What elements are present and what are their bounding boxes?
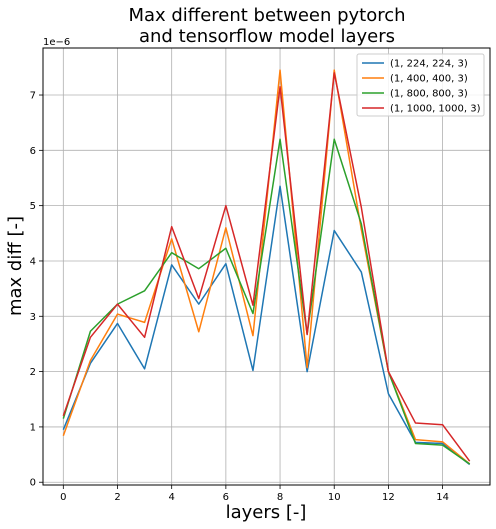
x-tick-label-5: 10: [328, 492, 341, 503]
y-offset-label: 1e−6: [43, 37, 70, 48]
y-tick-label-2: 2: [30, 367, 36, 378]
y-axis: 0 1 2 3 4 5 6 7: [30, 91, 43, 489]
legend-box: [356, 53, 485, 117]
series-line-0: [62, 185, 471, 466]
x-tick-label-1: 2: [114, 492, 120, 503]
series-line-2: [62, 138, 471, 465]
x-axis: 0 2 4 6 8 10 12 14: [60, 485, 449, 503]
x-tick-label-6: 12: [382, 492, 395, 503]
x-tick-label-0: 0: [60, 492, 66, 503]
chart-title-line-2: and tensorflow model layers: [139, 26, 395, 47]
y-tick-label-3: 3: [30, 312, 36, 323]
legend-label-0: (1, 224, 224, 3): [390, 59, 468, 70]
chart-title-line-1: Max different between pytorch: [128, 5, 405, 26]
y-tick-label-6: 6: [30, 146, 36, 157]
x-axis-label: layers [-]: [226, 502, 307, 523]
y-tick-label-1: 1: [30, 422, 36, 433]
x-tick-label-2: 4: [168, 492, 174, 503]
plot-area-frame: [42, 47, 491, 486]
x-tick-label-7: 14: [436, 492, 449, 503]
y-axis-label: max diff [-]: [5, 216, 26, 316]
series-lines: [62, 69, 471, 466]
y-tick-label-4: 4: [30, 256, 36, 267]
x-tick-label-4: 8: [277, 492, 283, 503]
legend: (1, 224, 224, 3) (1, 400, 400, 3) (1, 800,…: [356, 53, 485, 117]
x-tick-label-3: 6: [223, 492, 229, 503]
y-tick-label-5: 5: [30, 201, 36, 212]
legend-label-2: (1, 800, 800, 3): [390, 89, 468, 100]
y-tick-label-0: 0: [30, 478, 36, 489]
legend-label-3: (1, 1000, 1000, 3): [390, 104, 481, 115]
y-tick-label-7: 7: [30, 91, 36, 102]
legend-label-1: (1, 400, 400, 3): [390, 74, 468, 85]
series-line-3: [62, 72, 471, 462]
